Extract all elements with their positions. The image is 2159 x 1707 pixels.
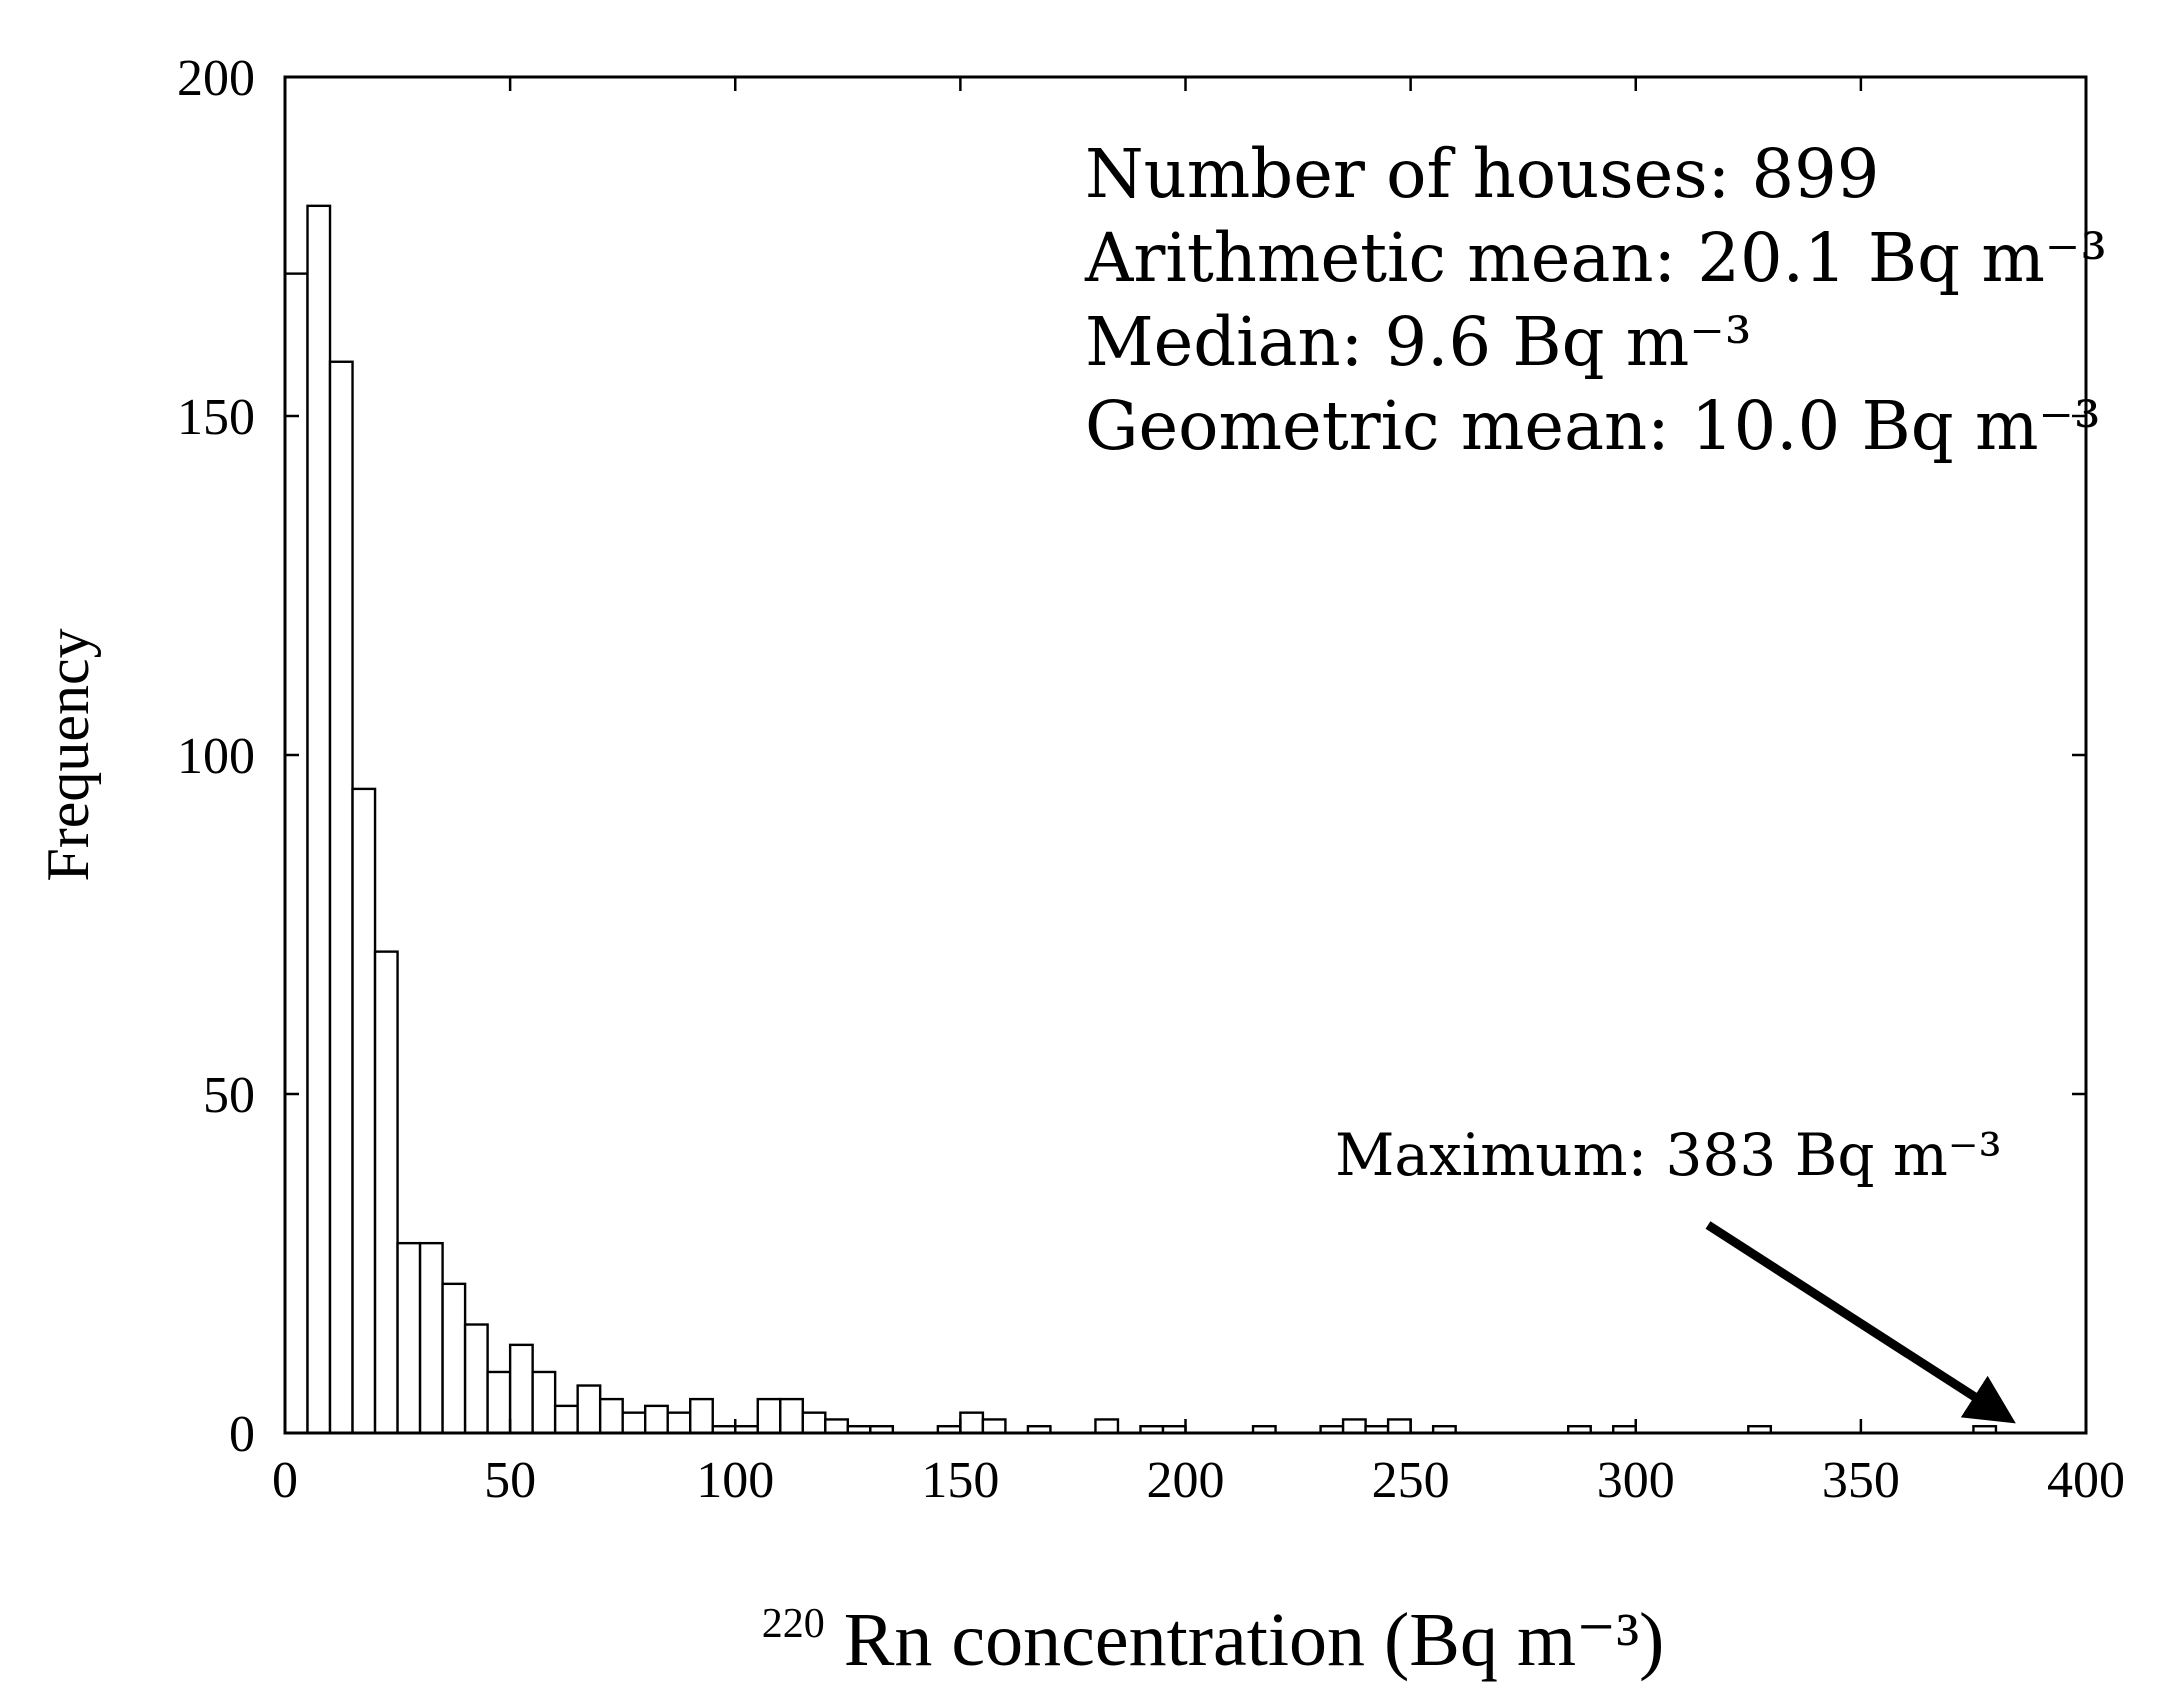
x-tick-label: 100: [696, 1452, 774, 1509]
maximum-arrow: [1705, 1221, 2016, 1424]
histogram-bar: [1094, 1418, 1120, 1435]
histogram-bar: [486, 1370, 512, 1435]
x-axis-label-main: Rn concentration: [844, 1598, 1365, 1682]
statistic-line: Number of houses: 899: [1085, 135, 1879, 213]
x-tick-label: 300: [1597, 1452, 1675, 1509]
statistic-line: Median: 9.6 Bq m⁻³: [1085, 303, 1752, 381]
histogram-bar: [531, 1370, 557, 1435]
x-tick-label: 350: [1822, 1452, 1900, 1509]
x-axis-label-superscript: 220: [762, 1601, 825, 1647]
y-tick-label: 150: [177, 389, 255, 446]
x-tick-label: 200: [1147, 1452, 1225, 1509]
histogram-bar: [463, 1323, 489, 1435]
y-tick-label: 50: [203, 1067, 255, 1124]
histogram-bars: [283, 204, 1998, 1435]
x-tick-label: 0: [272, 1452, 298, 1509]
histogram-bar: [441, 1282, 467, 1435]
histogram-bar: [396, 1241, 422, 1435]
histogram-bar: [779, 1397, 804, 1435]
histogram-bar: [801, 1411, 827, 1435]
x-axis-label-units: (Bq m⁻³): [1384, 1598, 1664, 1682]
y-axis-label: Frequency: [35, 628, 101, 881]
histogram-bar: [553, 1404, 579, 1435]
histogram-bar: [418, 1241, 444, 1435]
x-tick-label: 150: [921, 1452, 999, 1509]
histogram-bar: [373, 950, 399, 1435]
histogram-bar: [1341, 1418, 1367, 1435]
maximum-annotation: Maximum: 383 Bq m⁻³: [1335, 1121, 2002, 1189]
histogram-bar: [824, 1418, 850, 1435]
y-tick-label: 100: [177, 728, 255, 785]
statistic-line: Arithmetic mean: 20.1 Bq m⁻³: [1084, 219, 2107, 297]
histogram-bar: [306, 204, 332, 1435]
histogram-bar: [328, 360, 354, 1435]
y-axis-ticks: 0 50 100 150 200: [177, 50, 2086, 1463]
histogram-bar: [621, 1411, 647, 1435]
histogram-bar: [666, 1411, 692, 1435]
histogram-bar: [598, 1397, 624, 1435]
y-tick-label: 0: [229, 1406, 255, 1463]
x-tick-label: 50: [484, 1452, 536, 1509]
histogram-bar: [1386, 1418, 1412, 1435]
statistic-line: Geometric mean: 10.0 Bq m⁻³: [1085, 387, 2101, 465]
histogram-bar: [351, 787, 377, 1435]
histogram-bar: [756, 1397, 782, 1435]
histogram-bar: [959, 1411, 985, 1435]
histogram-bar: [981, 1418, 1007, 1435]
histogram-bar: [508, 1343, 534, 1435]
histogram-bar: [576, 1384, 602, 1435]
y-tick-label: 200: [177, 50, 255, 107]
x-axis-label: 220 Rn concentration (Bq m⁻³): [762, 1570, 1665, 1682]
histogram-bar: [689, 1397, 714, 1435]
histogram-bar: [644, 1404, 669, 1435]
x-axis-ticks: 0 50 100 150 200 250 300 350 400: [272, 77, 2125, 1509]
x-tick-label: 400: [2047, 1452, 2125, 1509]
x-tick-label: 250: [1372, 1452, 1450, 1509]
histogram-bar: [283, 272, 309, 1435]
